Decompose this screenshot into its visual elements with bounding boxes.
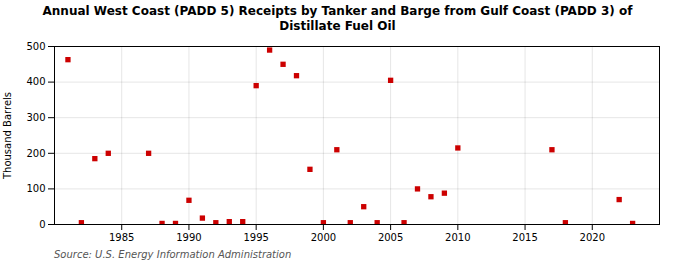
- svg-text:500: 500: [26, 41, 45, 52]
- svg-text:1990: 1990: [176, 232, 201, 243]
- html-text:Source: U.S. Energy Informatio: Source: U.S. Energy Information Administ…: [54, 249, 292, 260]
- svg-text:200: 200: [26, 148, 45, 159]
- html-text:Annual West Coast (PADD 5) Rec: Annual West Coast (PADD 5) Receipts by T…: [42, 4, 633, 33]
- svg-text:1995: 1995: [243, 232, 268, 243]
- svg-text:2005: 2005: [378, 232, 403, 243]
- svg-text:Thousand Barrels: Thousand Barrels: [2, 92, 13, 180]
- svg-text:2000: 2000: [311, 232, 336, 243]
- svg-text:400: 400: [26, 76, 45, 87]
- svg-text:0: 0: [39, 219, 45, 230]
- svg-text:2015: 2015: [512, 232, 537, 243]
- svg-text:100: 100: [26, 183, 45, 194]
- svg-text:2020: 2020: [580, 232, 605, 243]
- svg-text:2010: 2010: [445, 232, 470, 243]
- svg-text:1985: 1985: [109, 232, 134, 243]
- svg-text:300: 300: [26, 112, 45, 123]
